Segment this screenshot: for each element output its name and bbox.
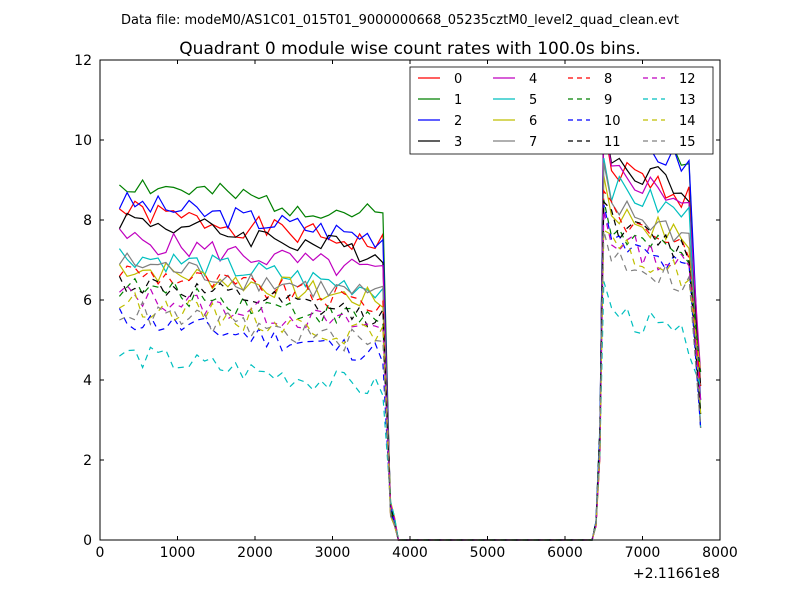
legend-label: 8 (604, 72, 612, 87)
series-line-10 (118, 204, 702, 541)
x-tick-label: 4000 (392, 545, 428, 561)
x-tick-label: 8000 (702, 545, 738, 561)
x-tick-label: 1000 (160, 545, 196, 561)
series-line-12 (119, 210, 702, 541)
legend-label: 12 (679, 72, 696, 87)
axis-ticks: 0 1000 2000 3000 4000 5000 6000 7000 80000246810… (74, 53, 738, 561)
y-tick-label: 8 (83, 213, 92, 229)
legend-label: 10 (604, 114, 621, 129)
legend-label: 4 (529, 72, 537, 87)
x-tick-label: 5000 (470, 545, 506, 561)
chart-suptitle: Data file: modeM0/AS1C01_015T01_90000006… (121, 13, 679, 28)
y-tick-label: 6 (83, 293, 92, 309)
x-tick-label: 2000 (237, 545, 273, 561)
legend-label: 7 (529, 135, 537, 150)
legend-label: 11 (604, 135, 621, 150)
legend-label: 13 (679, 93, 696, 108)
x-tick-label: 0 (96, 545, 105, 561)
x-offset-label: +2.11661e8 (633, 566, 720, 582)
series-line-13 (119, 281, 702, 541)
legend-label: 5 (529, 93, 537, 108)
y-tick-label: 4 (83, 373, 92, 389)
y-tick-label: 0 (83, 533, 92, 549)
series-line-14 (119, 229, 702, 541)
legend-box (409, 66, 714, 155)
y-tick-label: 10 (74, 133, 92, 149)
series-line-3 (118, 116, 702, 541)
x-tick-label: 6000 (547, 545, 583, 561)
series-line-8 (118, 189, 702, 541)
plot-series-group (118, 98, 702, 541)
x-tick-label: 3000 (315, 545, 351, 561)
x-tick-label: 7000 (625, 545, 661, 561)
legend-label: 0 (454, 72, 462, 87)
y-tick-label: 2 (83, 453, 92, 469)
series-line-0 (119, 123, 702, 541)
chart-title: Quadrant 0 module wise count rates with … (179, 39, 640, 59)
legend-label: 2 (454, 114, 462, 129)
series-line-5 (118, 157, 702, 541)
legend-label: 14 (679, 114, 696, 129)
series-line-4 (118, 121, 702, 541)
legend-label: 3 (454, 135, 462, 150)
series-line-1 (119, 98, 702, 541)
legend-label: 9 (604, 93, 612, 108)
series-line-7 (118, 162, 702, 541)
series-line-9 (118, 199, 702, 541)
legend-label: 6 (529, 114, 537, 129)
series-line-11 (118, 200, 702, 541)
series-line-6 (118, 175, 702, 541)
y-tick-label: 12 (74, 53, 92, 69)
series-line-2 (118, 98, 702, 541)
series-line-15 (119, 230, 702, 541)
legend-label: 15 (679, 135, 696, 150)
legend-label: 1 (454, 93, 462, 108)
